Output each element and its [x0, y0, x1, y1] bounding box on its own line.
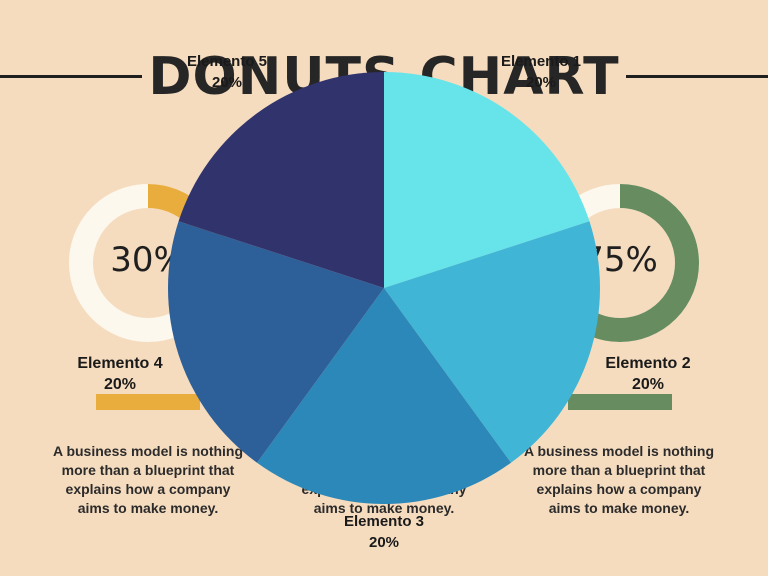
pie-slice-5	[178, 72, 384, 288]
pie-slice-4	[168, 221, 384, 463]
left-element-label: Elemento 4 20%	[60, 353, 180, 395]
pie-label-elemento-5: Elemento 5 20%	[167, 51, 287, 93]
pie-slice-1	[384, 72, 590, 288]
left-description: A business model is nothing more than a …	[52, 443, 244, 516]
pie-label-5-value: 20%	[211, 74, 243, 91]
left-element-name: Elemento 4	[77, 355, 163, 372]
pie-label-5-name: Elemento 5	[186, 53, 268, 70]
title-rule-left	[0, 75, 142, 78]
left-progress-bar	[96, 394, 200, 410]
title-rule-right	[626, 75, 768, 78]
right-progress-bar	[568, 394, 672, 410]
pie-label-3-value: 20%	[368, 534, 400, 551]
pie-label-3-name: Elemento 3	[343, 513, 425, 530]
pie-slice-2	[384, 221, 600, 463]
right-description: A business model is nothing more than a …	[523, 443, 715, 516]
pie-slice-3	[257, 288, 511, 505]
pie-label-elemento-1: Elemento 1 20%	[481, 51, 601, 93]
pie-label-elemento-3: Elemento 3 20%	[324, 511, 444, 553]
right-element-label: Elemento 2 20%	[588, 353, 708, 395]
right-element-name: Elemento 2	[605, 355, 691, 372]
left-element-pct: 20%	[103, 376, 137, 393]
pie-label-1-value: 20%	[525, 74, 557, 91]
pie-label-1-name: Elemento 1	[500, 53, 582, 70]
right-element-pct: 20%	[631, 376, 665, 393]
